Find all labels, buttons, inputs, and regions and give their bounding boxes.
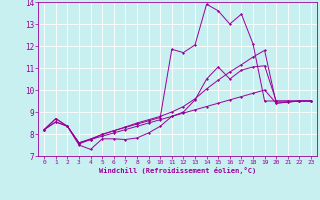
- X-axis label: Windchill (Refroidissement éolien,°C): Windchill (Refroidissement éolien,°C): [99, 167, 256, 174]
